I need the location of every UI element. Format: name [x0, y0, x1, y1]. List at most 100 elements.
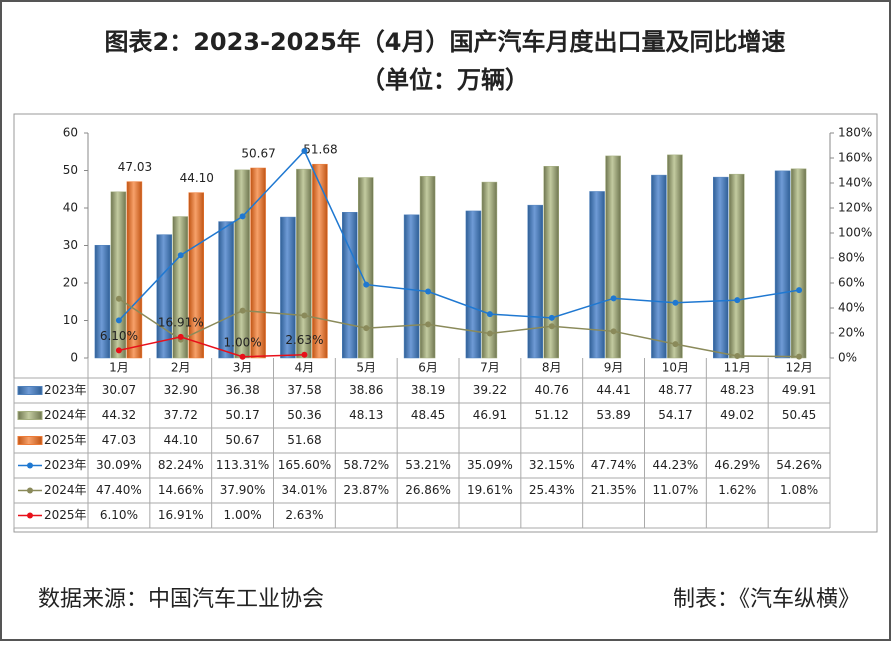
- table-cell: 6.10%: [100, 508, 138, 522]
- line-marker: [115, 295, 122, 302]
- y2-tick-label: 100%: [838, 226, 872, 240]
- table-cell: 1.00%: [224, 508, 262, 522]
- table-cell: 53.21%: [405, 458, 451, 472]
- data-label: 50.67: [241, 146, 275, 160]
- table-cell: 48.13: [349, 408, 383, 422]
- y-tick-label: 0: [70, 351, 78, 365]
- bar: [543, 166, 559, 359]
- bar: [774, 170, 791, 359]
- y2-tick-label: 40%: [838, 301, 865, 315]
- line-marker: [301, 148, 308, 154]
- table-cell: 165.60%: [278, 458, 331, 472]
- x-tick-label: 3月: [233, 361, 253, 375]
- chart-title: 图表2：2023-2025年（4月）国产汽车月度出口量及同比增速: [105, 28, 786, 56]
- line-marker: [548, 323, 555, 330]
- line-marker: [239, 353, 246, 360]
- line-marker: [672, 299, 679, 306]
- table-cell: 47.74%: [591, 458, 637, 472]
- line-marker: [115, 347, 122, 354]
- line-marker: [425, 288, 432, 295]
- bar: [589, 191, 605, 359]
- table-cell: 54.17: [658, 408, 692, 422]
- line-marker: [672, 341, 679, 348]
- credit: 制表：《汽车纵横》: [673, 587, 860, 612]
- data-label: 16.91%: [158, 315, 204, 329]
- bar: [729, 173, 745, 359]
- data-label: 2.63%: [285, 333, 323, 347]
- bar: [188, 192, 204, 359]
- y-tick-label: 30: [63, 238, 78, 252]
- table-cell: 49.91: [782, 383, 816, 397]
- table-cell: 32.15%: [529, 458, 575, 472]
- table-cell: 50.36: [287, 408, 321, 422]
- legend-swatch: [17, 386, 43, 395]
- table-cell: 44.41: [596, 383, 630, 397]
- data-label: 6.10%: [100, 329, 138, 343]
- bar: [312, 163, 328, 359]
- table-cell: 14.66%: [158, 483, 204, 497]
- line-marker: [610, 295, 617, 302]
- table-cell: 46.91: [473, 408, 507, 422]
- line-marker: [734, 352, 741, 359]
- data-label: 51.68: [303, 143, 337, 157]
- chart-subtitle: （单位：万辆）: [361, 66, 529, 94]
- data-label: 1.00%: [224, 335, 262, 349]
- table-cell: 30.07: [102, 383, 136, 397]
- legend-swatch: [27, 512, 33, 519]
- table-cell: 51.68: [287, 433, 321, 447]
- table-cell: 46.29%: [714, 458, 760, 472]
- table-cell: 48.23: [720, 383, 754, 397]
- table-cell: 50.67: [225, 433, 259, 447]
- x-tick-label: 5月: [356, 361, 376, 375]
- table-cell: 25.43%: [529, 483, 575, 497]
- line-marker: [363, 281, 370, 288]
- y-tick-label: 10: [63, 313, 78, 327]
- line-marker: [239, 307, 246, 314]
- table-cell: 58.72%: [343, 458, 389, 472]
- table-cell: 50.45: [782, 408, 816, 422]
- table-cell: 48.77: [658, 383, 692, 397]
- legend-swatch: [17, 436, 43, 445]
- table-cell: 54.26%: [776, 458, 822, 472]
- bar: [218, 221, 234, 359]
- bar: [465, 210, 482, 359]
- table-cell: 47.40%: [96, 483, 142, 497]
- line-marker: [796, 353, 803, 360]
- line-marker: [548, 314, 555, 321]
- line: [118, 336, 305, 358]
- table-cell: 53.89: [596, 408, 630, 422]
- x-tick-label: 2月: [171, 361, 191, 375]
- x-tick-label: 1月: [109, 361, 129, 375]
- bar: [527, 204, 543, 359]
- table-cell: 113.31%: [216, 458, 269, 472]
- y2-tick-label: 160%: [838, 151, 872, 165]
- data-label: 44.10: [180, 171, 214, 185]
- line: [118, 149, 800, 321]
- bar: [403, 214, 420, 359]
- y-tick-label: 20: [63, 276, 78, 290]
- table-cell: 38.19: [411, 383, 445, 397]
- table-cell: 82.24%: [158, 458, 204, 472]
- source: 数据来源：中国汽车工业协会: [38, 587, 324, 612]
- line-marker: [425, 321, 432, 328]
- legend-label: 2023年: [44, 458, 87, 472]
- table-cell: 47.03: [102, 433, 136, 447]
- line-marker: [239, 213, 246, 220]
- bar: [296, 168, 312, 359]
- table-cell: 51.12: [535, 408, 569, 422]
- y2-tick-label: 80%: [838, 251, 865, 265]
- x-tick-label: 6月: [418, 361, 438, 375]
- table-cell: 1.08%: [780, 483, 818, 497]
- table-cell: 32.90: [164, 383, 198, 397]
- line-marker: [363, 325, 370, 332]
- y2-tick-label: 180%: [838, 126, 872, 140]
- table-cell: 37.58: [287, 383, 321, 397]
- table-cell: 34.01%: [282, 483, 328, 497]
- table-cell: 23.87%: [343, 483, 389, 497]
- line-marker: [115, 317, 122, 324]
- legend-label: 2024年: [44, 483, 87, 497]
- x-tick-label: 9月: [604, 361, 624, 375]
- table-cell: 44.23%: [653, 458, 699, 472]
- bar: [250, 167, 266, 359]
